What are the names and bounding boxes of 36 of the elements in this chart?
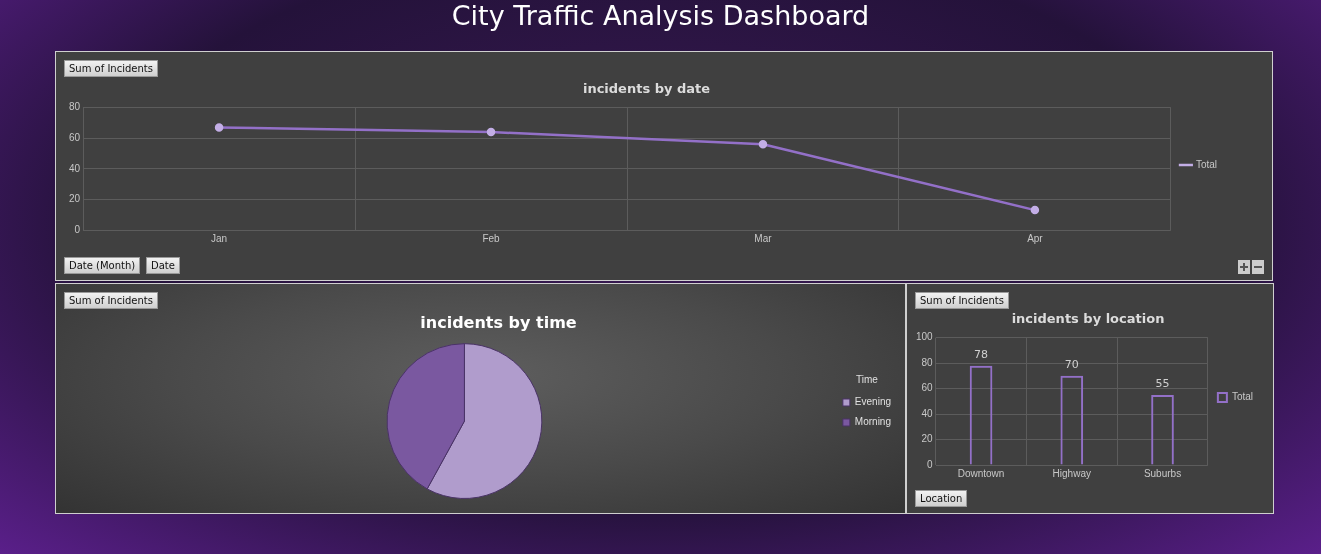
x-tick-label: Downtown <box>957 467 1005 479</box>
legend-label: Morning <box>854 416 891 428</box>
y-tick-label: 0 <box>927 458 934 470</box>
text: Date (Month) <box>64 257 141 274</box>
x-tick-label: Mar <box>754 232 773 244</box>
legend-label: Total <box>1231 391 1253 403</box>
text: Sum of Incidents <box>64 60 158 77</box>
y-tick-label: 20 <box>921 433 934 445</box>
text: City Traffic Analysis Dashboard <box>450 0 871 31</box>
y-tick-label: 60 <box>69 131 81 143</box>
legend-label: Evening <box>854 396 891 408</box>
y-tick-label: 80 <box>69 101 81 113</box>
x-tick-label: Highway <box>1052 467 1091 479</box>
x-tick-label: Suburbs <box>1143 467 1182 479</box>
data-label: 70 <box>1064 357 1079 371</box>
y-tick-label: 0 <box>74 223 81 235</box>
y-tick-label: 40 <box>69 162 81 174</box>
legend-title: Time <box>856 374 879 386</box>
data-label: 55 <box>1155 376 1170 390</box>
x-tick-label: Feb <box>482 232 501 244</box>
text: Sum of Incidents <box>915 292 1009 309</box>
y-tick-label: 60 <box>921 382 934 394</box>
chart-title: incidents by location <box>1011 311 1165 327</box>
text: Location <box>915 490 968 507</box>
y-tick-label: 20 <box>69 193 81 205</box>
data-label: 78 <box>974 347 989 361</box>
y-tick-label: 40 <box>921 407 934 419</box>
x-tick-label: Apr <box>1027 232 1044 244</box>
y-tick-label: 100 <box>916 331 934 343</box>
text: Date <box>146 257 180 274</box>
chart-title: incidents by date <box>582 81 711 97</box>
legend-label: Total <box>1195 158 1217 170</box>
text: Sum of Incidents <box>64 292 158 309</box>
chart-title: incidents by time <box>420 312 577 332</box>
y-tick-label: 80 <box>921 356 934 368</box>
x-tick-label: Jan <box>211 232 228 244</box>
